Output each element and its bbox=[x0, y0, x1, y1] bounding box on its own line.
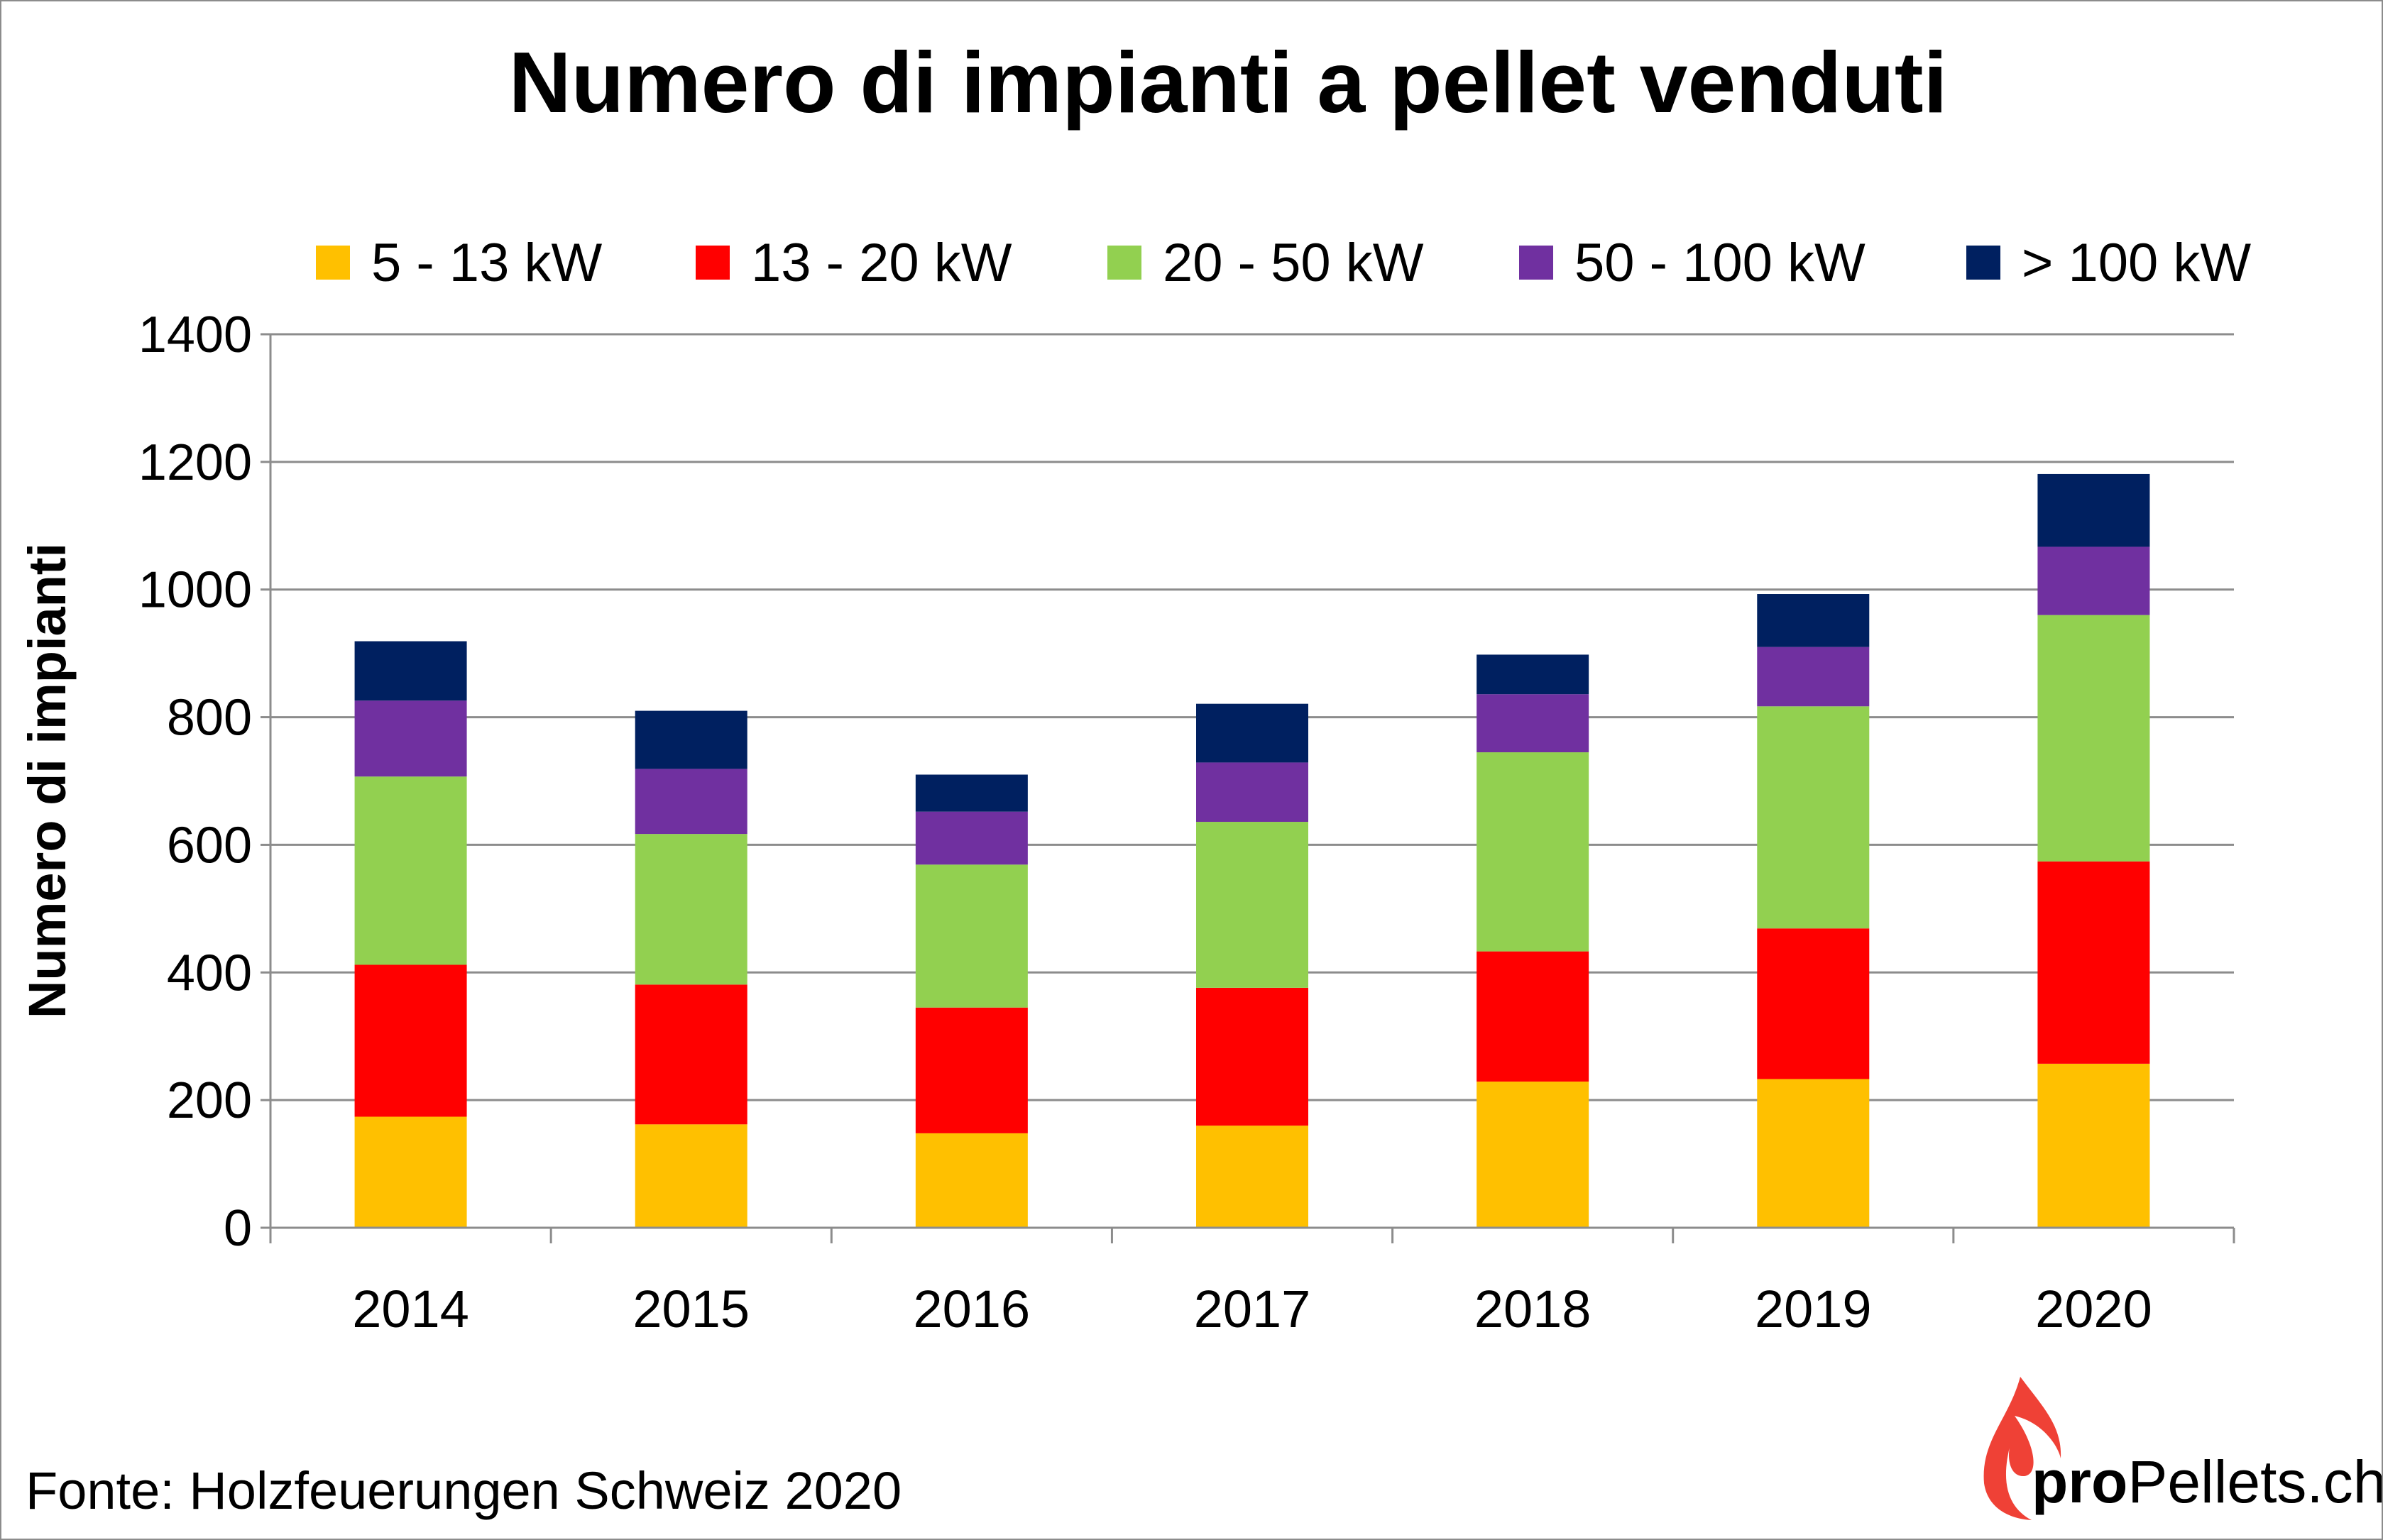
bar-segment-2019-4 bbox=[1757, 594, 1870, 647]
y-tick-label: 800 bbox=[167, 690, 252, 747]
svg-text:proPellets.ch: proPellets.ch bbox=[2032, 1448, 2383, 1515]
source-note: Fonte: Holzfeuerungen Schweiz 2020 bbox=[26, 1461, 902, 1520]
flame-icon bbox=[1983, 1377, 2061, 1520]
bar-segment-2014-2 bbox=[354, 776, 467, 965]
bar-segment-2017-2 bbox=[1196, 822, 1308, 988]
x-tick-label: 2017 bbox=[1194, 1280, 1311, 1338]
bar-segment-2016-1 bbox=[915, 1007, 1028, 1133]
legend-swatch bbox=[1966, 246, 2000, 280]
bar-segment-2019-2 bbox=[1757, 706, 1870, 929]
y-tick-label: 1400 bbox=[138, 307, 252, 363]
axes: 0 200 400 600 800 1000 1200 1400 2014 2015 2016 201… bbox=[138, 307, 2235, 1338]
legend-swatch bbox=[1519, 246, 1553, 280]
bar-segment-2015-1 bbox=[635, 984, 747, 1125]
bar-segment-2020-2 bbox=[2037, 615, 2150, 862]
y-tick-label: 0 bbox=[224, 1200, 252, 1257]
propellets-logo: proPellets.ch bbox=[1983, 1377, 2383, 1520]
x-tick-label: 2019 bbox=[1755, 1280, 1872, 1338]
bar-segment-2019-1 bbox=[1757, 928, 1870, 1079]
bar-segment-2017-3 bbox=[1196, 762, 1308, 823]
legend-item: 20 - 50 kW bbox=[1107, 233, 1424, 293]
bar-segment-2016-3 bbox=[915, 811, 1028, 865]
bar-segment-2018-4 bbox=[1477, 654, 1589, 695]
legend-label: > 100 kW bbox=[2022, 233, 2251, 293]
legend-label: 5 - 13 kW bbox=[371, 233, 602, 293]
y-axis-label: Numero di impianti bbox=[18, 543, 77, 1018]
x-tick-label: 2020 bbox=[2035, 1280, 2152, 1338]
legend-label: 20 - 50 kW bbox=[1163, 233, 1424, 293]
legend-item: 5 - 13 kW bbox=[316, 233, 602, 293]
y-tick-label: 1200 bbox=[138, 434, 252, 491]
bar-segment-2018-0 bbox=[1477, 1082, 1589, 1228]
chart-title: Numero di impianti a pellet venduti bbox=[509, 34, 1948, 131]
legend-swatch bbox=[1107, 246, 1141, 280]
x-tick-label: 2016 bbox=[914, 1280, 1031, 1338]
bar-segment-2020-1 bbox=[2037, 861, 2150, 1064]
legend-label: 13 - 20 kW bbox=[751, 233, 1012, 293]
y-tick-label: 1000 bbox=[138, 562, 252, 619]
bars bbox=[354, 473, 2150, 1228]
legend-label: 50 - 100 kW bbox=[1574, 233, 1866, 293]
x-tick-label: 2015 bbox=[632, 1280, 750, 1338]
bar-segment-2016-0 bbox=[915, 1133, 1028, 1228]
legend-swatch bbox=[696, 246, 730, 280]
bar-segment-2020-4 bbox=[2037, 473, 2150, 547]
legend-item: 13 - 20 kW bbox=[696, 233, 1012, 293]
bar-segment-2020-3 bbox=[2037, 546, 2150, 615]
x-tick-label: 2018 bbox=[1474, 1280, 1592, 1338]
bar-segment-2016-2 bbox=[915, 864, 1028, 1008]
bar-segment-2014-0 bbox=[354, 1116, 467, 1228]
bar-segment-2020-0 bbox=[2037, 1063, 2150, 1228]
legend-item: 50 - 100 kW bbox=[1519, 233, 1866, 293]
bar-segment-2015-4 bbox=[635, 710, 747, 769]
bar-segment-2015-3 bbox=[635, 769, 747, 835]
bar-segment-2018-1 bbox=[1477, 951, 1589, 1082]
bar-segment-2019-3 bbox=[1757, 647, 1870, 707]
bar-segment-2018-3 bbox=[1477, 694, 1589, 753]
bar-segment-2015-0 bbox=[635, 1124, 747, 1228]
bar-segment-2014-4 bbox=[354, 641, 467, 701]
bar-segment-2019-0 bbox=[1757, 1079, 1870, 1228]
y-tick-label: 200 bbox=[167, 1072, 252, 1129]
bar-segment-2017-1 bbox=[1196, 987, 1308, 1126]
legend-item: > 100 kW bbox=[1966, 233, 2251, 293]
bar-segment-2015-2 bbox=[635, 834, 747, 985]
x-tick-label: 2014 bbox=[352, 1280, 469, 1338]
legend: 5 - 13 kW 13 - 20 kW 20 - 50 kW 50 - 100 kW… bbox=[316, 233, 2251, 293]
bar-segment-2017-4 bbox=[1196, 703, 1308, 763]
bar-segment-2018-2 bbox=[1477, 752, 1589, 952]
bar-segment-2017-0 bbox=[1196, 1126, 1308, 1228]
bar-segment-2014-1 bbox=[354, 964, 467, 1117]
y-tick-label: 400 bbox=[167, 945, 252, 1001]
bar-segment-2016-4 bbox=[915, 774, 1028, 812]
y-tick-label: 600 bbox=[167, 817, 252, 874]
legend-swatch bbox=[316, 246, 350, 280]
bar-segment-2014-3 bbox=[354, 700, 467, 777]
